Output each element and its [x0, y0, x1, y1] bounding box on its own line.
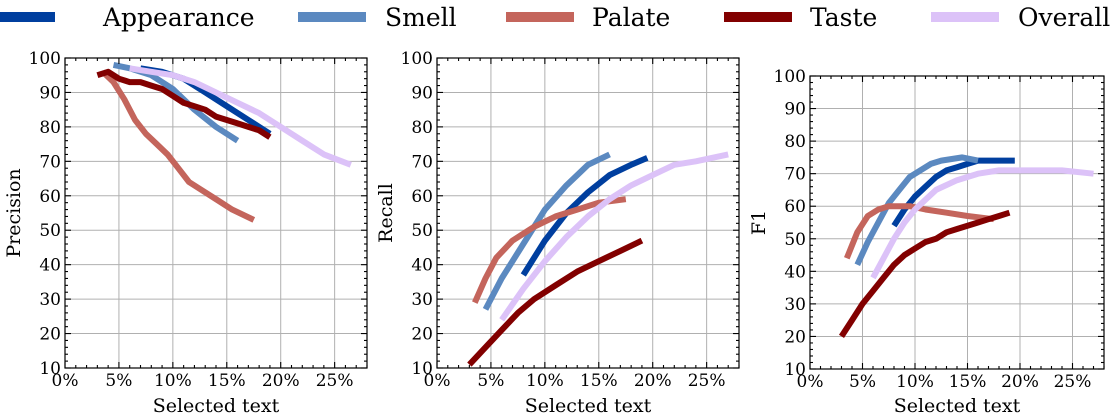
f1-frame — [809, 75, 1105, 370]
f1-series-taste — [838, 209, 1011, 339]
precision-ytick-label: 100 — [29, 49, 61, 69]
recall-ytick-label: 40 — [411, 256, 433, 276]
recall-xtick-label: 5% — [477, 371, 504, 391]
precision-xtick-label: 25% — [316, 371, 354, 391]
recall-ytick-label: 50 — [411, 221, 433, 241]
f1-ytick-label: 10 — [784, 360, 806, 380]
precision-xtick-label: 20% — [262, 371, 300, 391]
f1-series-smell — [854, 154, 979, 267]
recall-ytick-label: 10 — [411, 359, 433, 379]
recall-ytick-label: 20 — [411, 325, 433, 345]
f1-ytick-label: 80 — [784, 132, 806, 152]
recall-xtick-label: 25% — [688, 371, 726, 391]
f1-ytick-label: 60 — [784, 197, 806, 217]
f1-xtick-label: 15% — [949, 372, 987, 392]
precision-ytick-label: 70 — [39, 152, 61, 172]
recall-ytick-label: 90 — [411, 83, 433, 103]
precision-series-palate — [100, 69, 256, 223]
f1-ytick-label: 40 — [784, 262, 806, 282]
precision-xtick-label: 0% — [52, 371, 79, 391]
recall-panel: 0% 5% 10% 15% 20% 25% 10 20 30 40 50 60 70 80 90 100 Sel… — [375, 49, 740, 417]
legend: Appearance Smell Palate Taste Overall — [0, 3, 1110, 32]
f1-ytick-label: 70 — [784, 165, 806, 185]
recall-ylabel: Recall — [375, 183, 397, 243]
f1-series-palate — [844, 203, 995, 260]
recall-xtick-label: 10% — [526, 371, 564, 391]
recall-series-palate — [472, 196, 627, 304]
f1-xtick-label: 10% — [896, 372, 934, 392]
f1-panel: 0% 5% 10% 15% 20% 25% 10 20 30 40 50 60 70 80 90 100 Sel… — [748, 67, 1105, 417]
recall-series-appearance — [520, 155, 649, 277]
recall-ytick-label: 100 — [401, 49, 433, 69]
precision-ytick-label: 90 — [39, 83, 61, 103]
legend-label-palate: Palate — [592, 3, 670, 32]
precision-ytick-label: 80 — [39, 118, 61, 138]
precision-ytick-label: 40 — [39, 256, 61, 276]
recall-ytick-label: 60 — [411, 187, 433, 207]
recall-ytick-label: 30 — [411, 290, 433, 310]
recall-series-smell — [482, 151, 611, 311]
legend-label-appearance: Appearance — [102, 3, 255, 32]
f1-series-overall — [870, 167, 1094, 280]
f1-ytick-label: 20 — [784, 327, 806, 347]
legend-label-taste: Taste — [810, 3, 877, 32]
precision-xtick-label: 15% — [208, 371, 246, 391]
legend-entry-appearance: Appearance — [0, 3, 255, 32]
precision-frame — [64, 57, 368, 369]
legend-entry-taste: Taste — [724, 3, 877, 32]
precision-ytick-label: 20 — [39, 325, 61, 345]
precision-series-taste — [96, 68, 272, 140]
recall-series-overall — [499, 151, 729, 322]
f1-xlabel: Selected text — [894, 395, 1021, 417]
legend-label-overall: Overall — [1018, 3, 1110, 32]
legend-entry-palate: Palate — [506, 3, 670, 32]
f1-xtick-label: 5% — [849, 372, 876, 392]
precision-ytick-label: 30 — [39, 290, 61, 310]
precision-xtick-label: 10% — [154, 371, 192, 391]
f1-ytick-label: 100 — [774, 67, 806, 87]
f1-xtick-label: 20% — [1001, 372, 1039, 392]
precision-ylabel: Precision — [3, 168, 25, 257]
f1-ytick-label: 30 — [784, 295, 806, 315]
f1-xtick-label: 0% — [797, 372, 824, 392]
precision-xlabel: Selected text — [153, 395, 280, 417]
legend-label-smell: Smell — [385, 3, 457, 32]
precision-ytick-label: 50 — [39, 221, 61, 241]
recall-xtick-label: 15% — [580, 371, 618, 391]
f1-ytick-label: 50 — [784, 230, 806, 250]
precision-series-overall — [129, 65, 352, 168]
recall-xtick-label: 20% — [634, 371, 672, 391]
recall-series-taste — [467, 237, 644, 367]
recall-xlabel: Selected text — [525, 395, 652, 417]
precision-ytick-label: 60 — [39, 187, 61, 207]
f1-xtick-label: 25% — [1054, 372, 1092, 392]
recall-ytick-label: 70 — [411, 152, 433, 172]
precision-ytick-label: 10 — [39, 359, 61, 379]
f1-series-appearance — [891, 157, 1015, 228]
precision-xtick-label: 5% — [105, 371, 132, 391]
f1-ytick-label: 90 — [784, 100, 806, 120]
recall-xtick-label: 0% — [424, 371, 451, 391]
f1-ylabel: F1 — [748, 210, 770, 235]
recall-ytick-label: 80 — [411, 118, 433, 138]
legend-entry-overall: Overall — [931, 3, 1110, 32]
legend-entry-smell: Smell — [298, 3, 457, 32]
precision-panel: 0% 5% 10% 15% 20% 25% 10 20 30 40 50 60 70 80 90 100 Sel… — [3, 49, 368, 417]
